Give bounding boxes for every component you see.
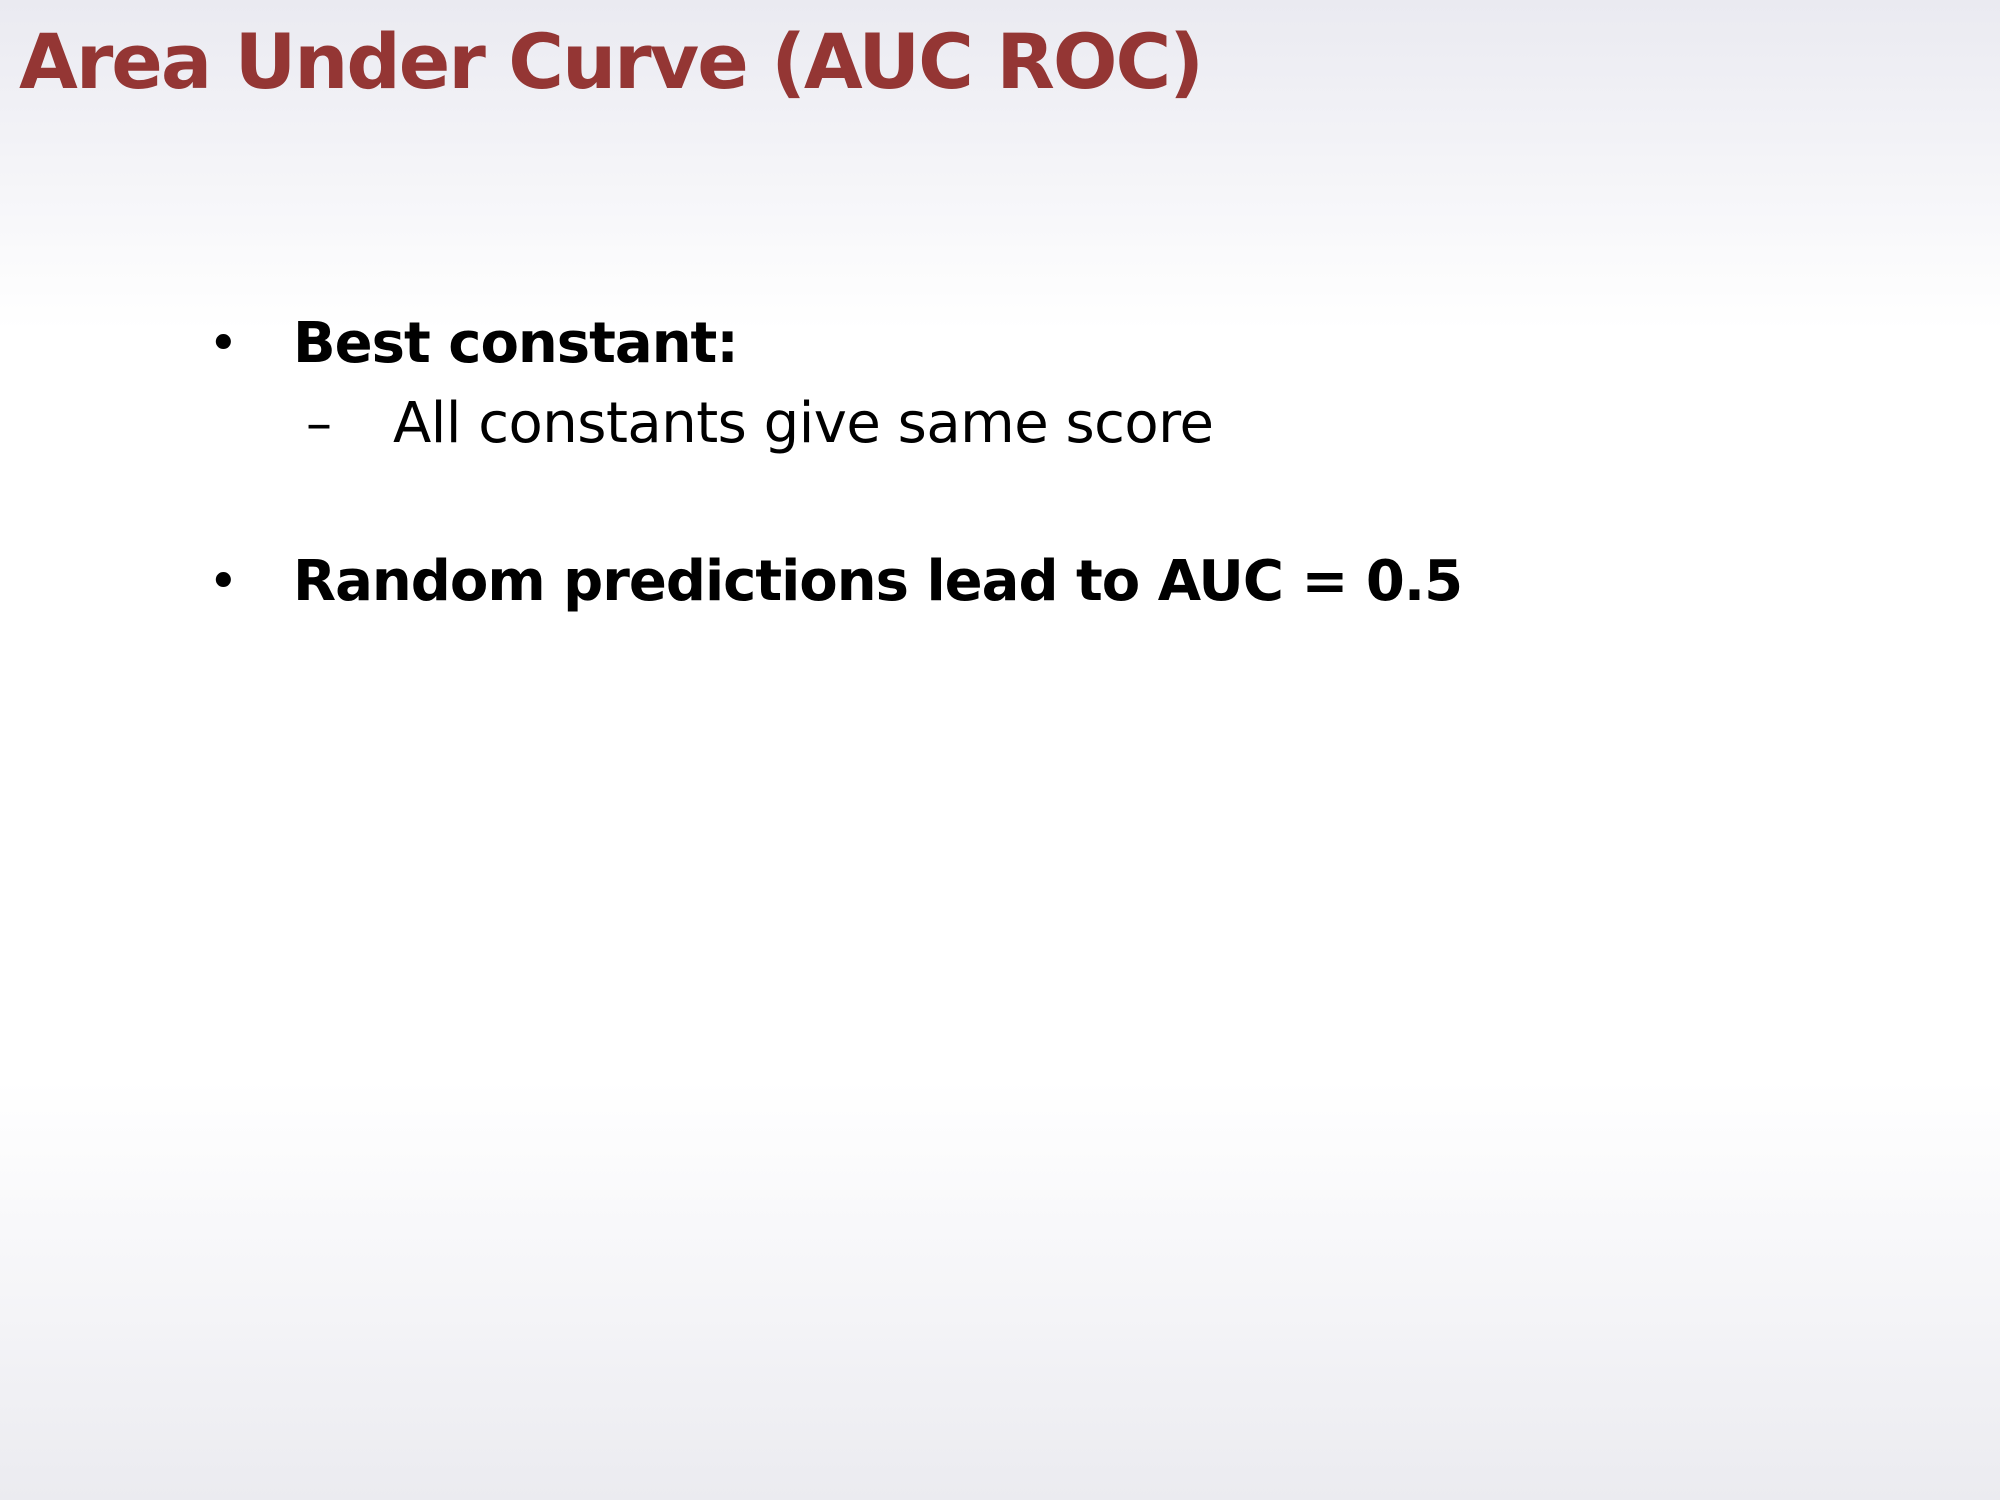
bullet-marker: • [208,552,239,612]
bullet-marker: • [208,314,239,374]
bullet-best-constant: Best constant: [293,311,739,376]
sub-bullet-all-constants: All constants give same score [393,391,1214,456]
slide-title: Area Under Curve (AUC ROC) [19,17,1204,106]
sub-bullet-marker: – [306,394,332,454]
bullet-random-predictions: Random predictions lead to AUC = 0.5 [293,549,1463,614]
